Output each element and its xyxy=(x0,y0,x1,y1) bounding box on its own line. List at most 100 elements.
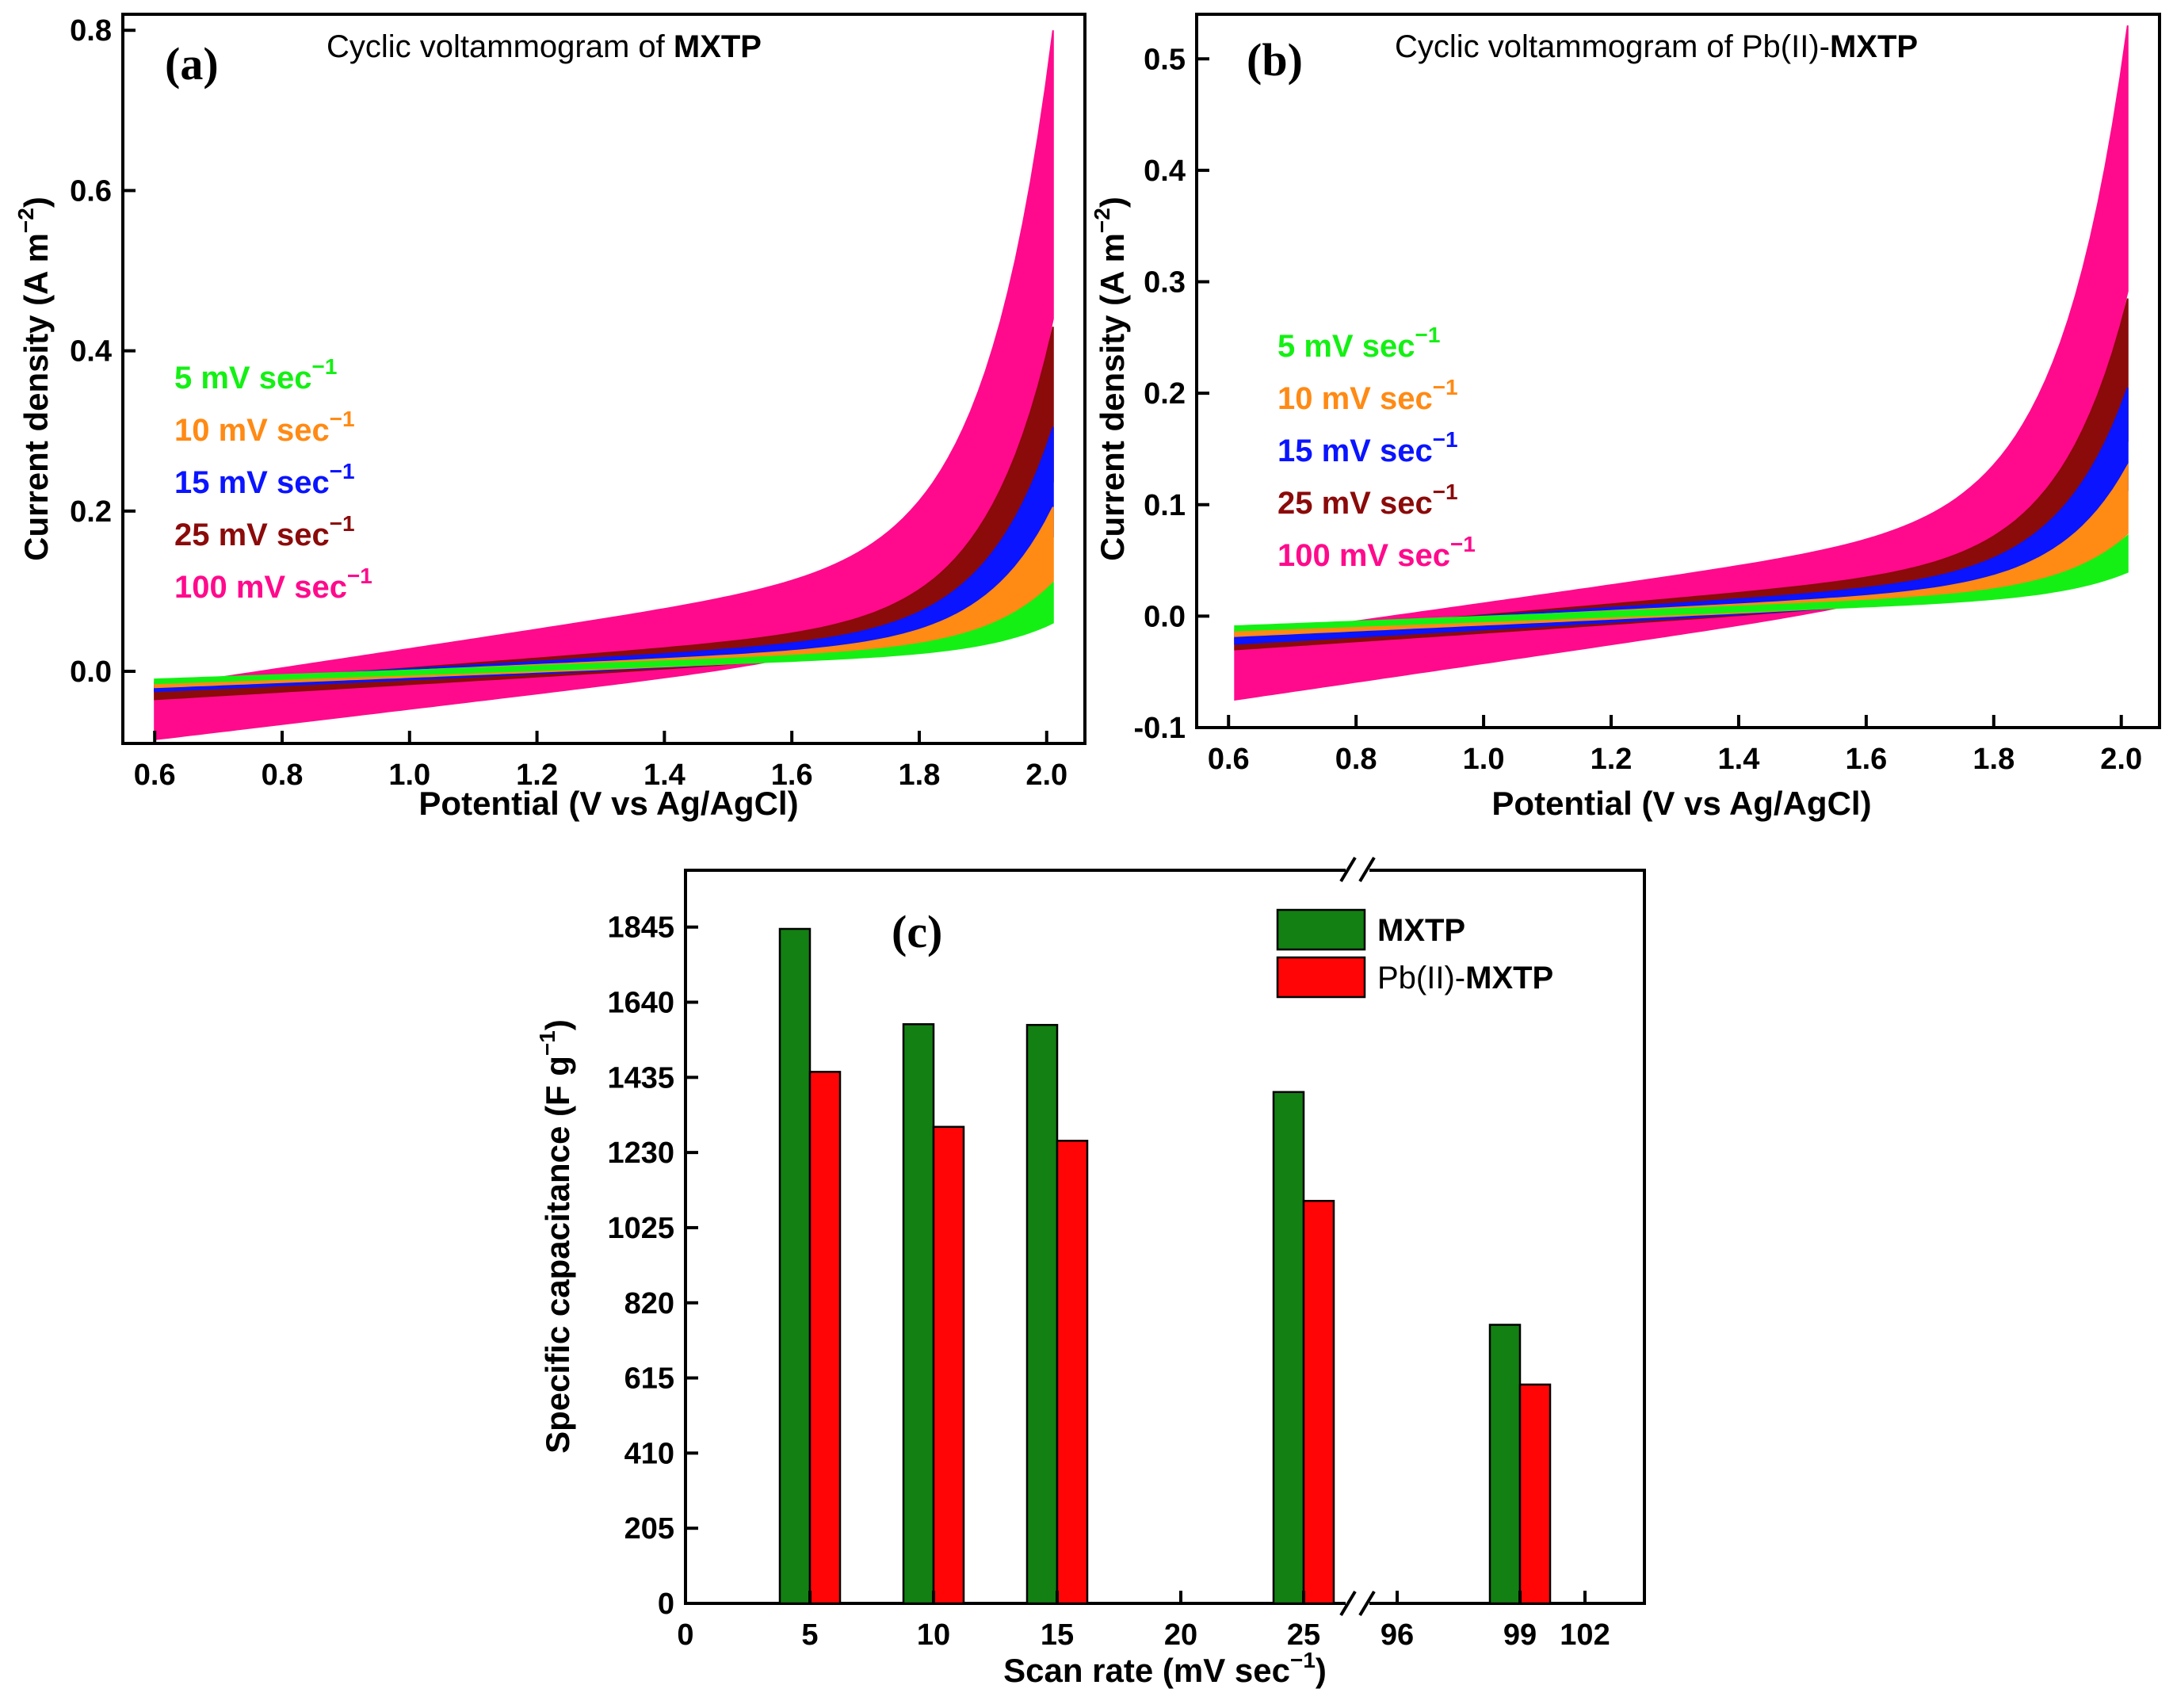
panel-c-bottom-break-line-2 xyxy=(1358,1590,1376,1617)
legend-swatch xyxy=(1276,956,1366,999)
y-tick-label: 0.0 xyxy=(1144,600,1186,633)
x-tick-label: 1.0 xyxy=(388,758,430,792)
y-tick-label: 0 xyxy=(658,1588,674,1621)
legend-entry-name: 5 mV sec xyxy=(174,361,311,395)
panel-c-bottom-break-line-1 xyxy=(1339,1590,1357,1617)
panel-b-legend: 5 mV sec−110 mV sec−115 mV sec−125 mV se… xyxy=(1277,323,1476,573)
panel-c-y-ticks: 0 205 410 615 820 1025 1230 1435 1640 1845 xyxy=(607,911,698,1621)
panel-c-specific-capacitance: (c) 0 5 10 15 20 25 96 99 102 0 205 410 615 820 1025 1… xyxy=(535,856,1646,1689)
bar-mxtp-15 xyxy=(1025,1023,1059,1605)
x-tick-label: 1.8 xyxy=(899,758,941,792)
cv-band-100-mv-sec xyxy=(1234,25,2129,701)
panel-b-y-axis-label: Current density (A m−2) xyxy=(1090,197,1131,561)
x-tick-label: 5 xyxy=(801,1618,818,1652)
x-tick-label: 20 xyxy=(1164,1618,1197,1652)
bar-pb-mxtp-5 xyxy=(808,1071,842,1605)
y-tick-label: 1435 xyxy=(607,1061,674,1095)
legend-entry-name: 100 mV sec xyxy=(174,570,347,605)
panel-b-title-text: Cyclic voltammogram of Pb(II)- xyxy=(1395,29,1830,64)
legend-entry-name: 15 mV sec xyxy=(1277,434,1433,468)
panel-a-plot-frame xyxy=(121,13,1086,745)
bar-pb-mxtp-25 xyxy=(1302,1199,1335,1605)
y-tick-label: 0.1 xyxy=(1144,489,1186,522)
y-tick-label: -0.1 xyxy=(1134,712,1186,745)
panel-a-title-text: Cyclic voltammogram of xyxy=(327,29,674,64)
panel-b-y-label-close: ) xyxy=(1094,197,1131,208)
legend-entry: 10 mV sec−1 xyxy=(174,407,355,448)
legend-entry: 100 mV sec−1 xyxy=(1277,532,1476,573)
y-tick-label: 0.3 xyxy=(1144,266,1186,300)
x-tick-label: 25 xyxy=(1287,1618,1320,1652)
legend-entry: 5 mV sec−1 xyxy=(1277,323,1440,364)
x-tick-label: 1.6 xyxy=(771,758,813,792)
legend-entry-sup: −1 xyxy=(1433,480,1458,504)
legend-entry-name: 15 mV sec xyxy=(174,465,330,500)
panel-a-y-axis-label: Current density (A m−2) xyxy=(13,197,55,561)
panel-c-x-label-sup: −1 xyxy=(1290,1648,1316,1672)
legend-entry: 15 mV sec−1 xyxy=(174,459,355,500)
x-tick-label: 1.8 xyxy=(1973,743,2015,776)
y-tick-label: 0.4 xyxy=(1144,155,1186,188)
panel-c-top-break-line-1 xyxy=(1339,856,1357,883)
panel-c-y-label-close: ) xyxy=(539,1019,576,1030)
panel-c-bars xyxy=(778,927,1552,1605)
x-tick-label: 0 xyxy=(677,1618,693,1652)
panel-c-y-label-text: Specific capacitance (F g xyxy=(539,1056,576,1454)
x-tick-label: 0.6 xyxy=(134,758,176,792)
y-tick-label: 0.4 xyxy=(70,335,112,369)
y-tick-label: 1640 xyxy=(607,987,674,1020)
panel-b-y-label-sup: −2 xyxy=(1090,208,1114,233)
legend-entry-name: 5 mV sec xyxy=(1277,329,1415,364)
x-tick-label: 1.4 xyxy=(643,758,686,792)
legend-entry-sup: −1 xyxy=(330,511,355,536)
panel-a-y-ticks: 0.0 0.2 0.4 0.6 0.8 xyxy=(70,14,136,689)
legend-entry-sup: −1 xyxy=(1433,427,1458,452)
panel-b-series-group xyxy=(1234,25,2129,701)
bar-mxtp-99 xyxy=(1488,1324,1522,1605)
bar-pb-mxtp-15 xyxy=(1056,1140,1089,1605)
legend-entry-sup: −1 xyxy=(1415,323,1440,347)
x-tick-label: 0.8 xyxy=(262,758,304,792)
y-tick-label: 0.2 xyxy=(70,495,112,529)
y-tick-label: 0.8 xyxy=(70,14,112,48)
panel-c-top-axis-break xyxy=(1339,856,1376,883)
legend-entry-sup: −1 xyxy=(347,564,372,588)
x-tick-label: 0.6 xyxy=(1208,743,1250,776)
panel-a-x-axis-label: Potential (V vs Ag/AgCl) xyxy=(418,785,798,822)
panel-c-bottom-axis-break xyxy=(1339,1590,1376,1617)
legend-entry-name: 100 mV sec xyxy=(1277,538,1450,573)
panel-b-x-axis-label: Potential (V vs Ag/AgCl) xyxy=(1491,785,1871,822)
panel-c-y-axis-label: Specific capacitance (F g−1) xyxy=(535,1019,576,1454)
legend-swatch xyxy=(1276,908,1366,951)
y-tick-label: 1845 xyxy=(607,911,674,945)
panel-b-letter: (b) xyxy=(1247,34,1303,86)
panel-c-y-label-sup: −1 xyxy=(535,1030,559,1056)
x-tick-label: 10 xyxy=(917,1618,950,1652)
x-tick-label: 0.8 xyxy=(1335,743,1377,776)
bar-pb-mxtp-10 xyxy=(932,1125,965,1605)
legend-entry-name: 25 mV sec xyxy=(174,518,330,552)
legend-entry: 5 mV sec−1 xyxy=(174,354,337,395)
y-tick-label: 0.0 xyxy=(70,655,112,689)
legend-entry-name: MXTP xyxy=(1465,961,1553,995)
y-tick-label: 205 xyxy=(624,1512,674,1546)
panel-b-plot-frame xyxy=(1195,13,2161,729)
legend-entry: Pb(II)-MXTP xyxy=(1377,961,1553,995)
y-tick-label: 0.2 xyxy=(1144,377,1186,411)
y-tick-label: 0.5 xyxy=(1144,43,1186,76)
x-tick-label: 15 xyxy=(1041,1618,1074,1652)
y-tick-label: 1230 xyxy=(607,1137,674,1170)
y-tick-label: 820 xyxy=(624,1287,674,1320)
panel-a-x-ticks: 0.6 0.8 1.0 1.2 1.4 1.6 1.8 2.0 xyxy=(134,731,1067,792)
bar-mxtp-25 xyxy=(1272,1091,1305,1605)
bar-mxtp-10 xyxy=(902,1023,935,1605)
legend-entry: 25 mV sec−1 xyxy=(1277,480,1458,521)
x-tick-label: 2.0 xyxy=(2100,743,2142,776)
panel-c-x-label-close: ) xyxy=(1316,1652,1327,1689)
legend-entry: 100 mV sec−1 xyxy=(174,564,372,605)
legend-entry: 10 mV sec−1 xyxy=(1277,375,1458,416)
panel-a-letter: (a) xyxy=(165,38,219,90)
panel-b-title: Cyclic voltammogram of Pb(II)-MXTP xyxy=(1395,29,1918,64)
panel-b-cyclic-voltammogram-pb-mxtp: (b) Cyclic voltammogram of Pb(II)-MXTP 0… xyxy=(1090,13,2161,822)
y-tick-label: 1025 xyxy=(607,1212,674,1245)
